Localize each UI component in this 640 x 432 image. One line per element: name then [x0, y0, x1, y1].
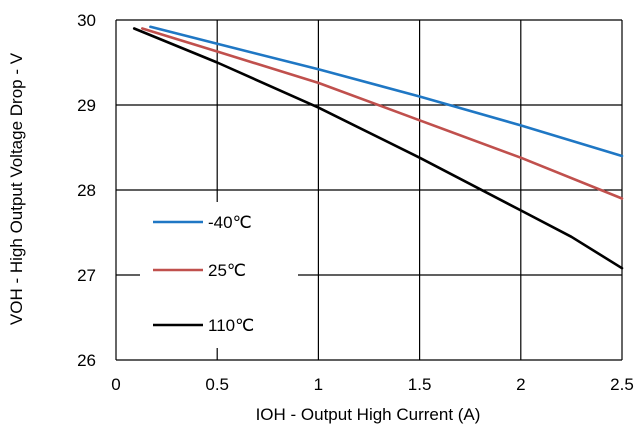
legend-label: 110℃ [208, 316, 254, 335]
x-tick-label: 1 [314, 375, 323, 394]
y-tick-label: 30 [77, 11, 96, 30]
y-axis-title: VOH - High Output Voltage Drop - V [7, 52, 26, 325]
plot-grid [115, 19, 623, 361]
series-line-3 [132, 27, 624, 270]
x-tick-label: 0 [111, 375, 120, 394]
y-tick-label: 26 [77, 351, 96, 370]
x-axis-title: IOH - Output High Current (A) [256, 405, 481, 424]
legend-box [140, 202, 298, 348]
x-tick-label: 1.5 [408, 375, 432, 394]
legend-label: -40℃ [208, 213, 252, 232]
legend: -40℃ 25℃ 110℃ [140, 202, 298, 348]
y-tick-label: 27 [77, 266, 96, 285]
y-tick-label: 29 [77, 96, 96, 115]
y-axis-ticks: 26 27 28 29 30 [77, 11, 96, 370]
series-line-2 [141, 27, 624, 200]
x-tick-label: 0.5 [205, 375, 229, 394]
legend-label: 25℃ [208, 261, 246, 280]
x-axis-ticks: 0 0.5 1 1.5 2 2.5 [111, 375, 634, 394]
y-tick-label: 28 [77, 181, 96, 200]
series-group [132, 25, 624, 270]
series-line-1 [149, 25, 624, 158]
x-tick-label: 2 [516, 375, 525, 394]
x-tick-label: 2.5 [610, 375, 634, 394]
